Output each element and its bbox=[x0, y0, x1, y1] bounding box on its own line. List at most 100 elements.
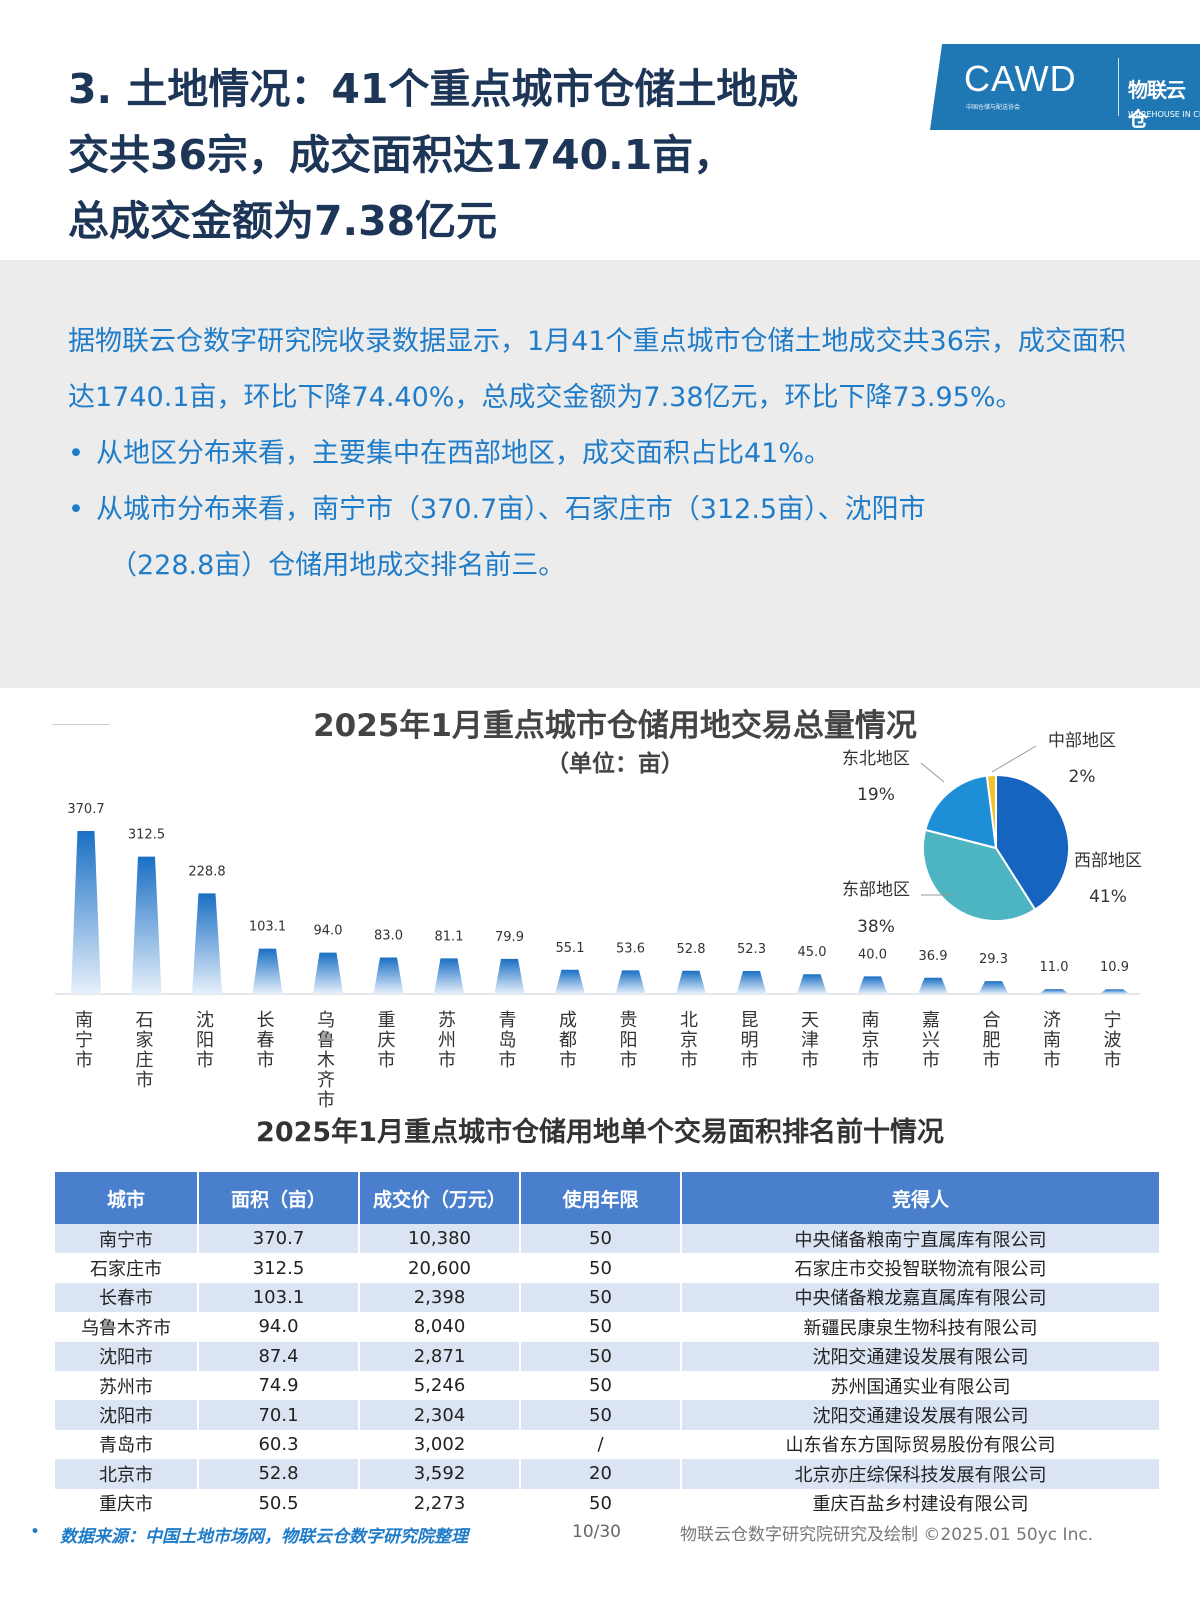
table-row: 苏州市 74.9 5,246 50 苏州国通实业有限公司 bbox=[55, 1370, 1159, 1401]
table-cell: 10,380 bbox=[359, 1224, 521, 1254]
category-label: 庄 bbox=[136, 1050, 154, 1071]
header-winner: 竞得人 bbox=[681, 1172, 1159, 1224]
value-label: 45.0 bbox=[798, 945, 827, 960]
table-row: 南宁市 370.7 10,380 50 中央储备粮南宁直属库有限公司 bbox=[55, 1224, 1159, 1254]
summary-panel bbox=[0, 260, 1200, 688]
value-label: 103.1 bbox=[249, 920, 286, 935]
category-label: 南 bbox=[862, 1010, 880, 1031]
table-cell: 重庆市 bbox=[55, 1488, 199, 1518]
table-row: 重庆市 50.5 2,273 50 重庆百盐乡村建设有限公司 bbox=[55, 1488, 1159, 1518]
category-label: 市 bbox=[196, 1050, 214, 1071]
category-label: 市 bbox=[862, 1050, 880, 1071]
table-cell: 3,592 bbox=[359, 1459, 521, 1489]
category-label: 苏 bbox=[438, 1010, 456, 1031]
pie-percent: 41% bbox=[1089, 887, 1127, 907]
bullet-1-text: 从地区分布来看，主要集中在西部地区，成交面积占比41%。 bbox=[96, 438, 832, 469]
category-label: 宁 bbox=[1104, 1010, 1122, 1031]
table-cell: 70.1 bbox=[198, 1400, 360, 1430]
table-cell: 南宁市 bbox=[55, 1224, 199, 1254]
table-cell: 20 bbox=[520, 1459, 682, 1489]
summary-bullet-1: • 从地区分布来看，主要集中在西部地区，成交面积占比41%。 bbox=[68, 426, 1128, 482]
bullet-dot: • bbox=[68, 494, 84, 525]
category-label: 明 bbox=[741, 1030, 759, 1051]
category-label: 庆 bbox=[378, 1030, 396, 1051]
logo-brand: CAWD bbox=[964, 58, 1077, 99]
value-label: 52.8 bbox=[677, 942, 706, 957]
category-label: 市 bbox=[136, 1070, 154, 1091]
category-label: 肥 bbox=[983, 1030, 1001, 1051]
category-label: 市 bbox=[922, 1050, 940, 1071]
table-cell: 2,871 bbox=[359, 1341, 521, 1371]
table-cell: 312.5 bbox=[198, 1253, 360, 1283]
category-label: 长 bbox=[257, 1010, 275, 1031]
credit-text: 物联云仓数字研究院研究及绘制 ©2025.01 50yc Inc. bbox=[680, 1525, 1094, 1545]
pie-label: 东北地区 bbox=[842, 749, 910, 769]
bar-沈阳市 bbox=[192, 893, 222, 994]
table-cell: 苏州市 bbox=[55, 1370, 199, 1401]
bar-昆明市 bbox=[736, 971, 767, 994]
bar-南京市 bbox=[857, 976, 888, 994]
category-label: 重 bbox=[378, 1010, 396, 1031]
table-cell: 8,040 bbox=[359, 1312, 521, 1342]
category-label: 宁 bbox=[75, 1030, 93, 1051]
category-label: 市 bbox=[620, 1050, 638, 1071]
category-label: 市 bbox=[741, 1050, 759, 1071]
summary-paragraph: 据物联云仓数字研究院收录数据显示，1月41个重点城市仓储土地成交共36宗，成交面… bbox=[68, 326, 1126, 413]
table-cell: 103.1 bbox=[198, 1282, 360, 1313]
decorative-line bbox=[52, 724, 110, 725]
category-label: 阳 bbox=[620, 1030, 638, 1051]
pie-label: 东部地区 bbox=[842, 880, 910, 900]
table-cell: 石家庄市 bbox=[55, 1253, 199, 1283]
pie-label: 中部地区 bbox=[1048, 731, 1116, 751]
category-label: 市 bbox=[378, 1050, 396, 1071]
category-label: 贵 bbox=[620, 1010, 638, 1031]
table-cell: 50 bbox=[520, 1370, 682, 1401]
pie-label: 西部地区 bbox=[1074, 851, 1142, 871]
bar-北京市 bbox=[676, 970, 706, 994]
table-cell: 20,600 bbox=[359, 1253, 521, 1283]
bar-长春市 bbox=[252, 948, 283, 994]
page-title: 3. 土地情况：41个重点城市仓储土地成 交共36宗，成交面积达1740.1亩，… bbox=[68, 56, 888, 254]
data-source: 数据来源：中国土地市场网，物联云仓数字研究院整理 bbox=[60, 1527, 468, 1547]
table-row: 乌鲁木齐市 94.0 8,040 50 新疆民康泉生物科技有限公司 bbox=[55, 1312, 1159, 1342]
table-row: 北京市 52.8 3,592 20 北京亦庄综保科技发展有限公司 bbox=[55, 1459, 1159, 1489]
table-cell: 94.0 bbox=[198, 1312, 360, 1342]
table-cell: 2,304 bbox=[359, 1400, 521, 1430]
table-cell: 沈阳交通建设发展有限公司 bbox=[681, 1400, 1159, 1430]
category-label: 津 bbox=[801, 1030, 819, 1051]
category-label: 沈 bbox=[196, 1010, 214, 1031]
header-price: 成交价（万元） bbox=[359, 1172, 521, 1224]
category-label: 都 bbox=[559, 1030, 577, 1051]
category-label: 春 bbox=[257, 1030, 275, 1051]
category-label: 京 bbox=[680, 1030, 698, 1051]
table-cell: 长春市 bbox=[55, 1282, 199, 1313]
table-cell: 74.9 bbox=[198, 1370, 360, 1401]
category-label: 南 bbox=[75, 1010, 93, 1031]
category-label: 南 bbox=[1043, 1030, 1061, 1051]
category-label: 青 bbox=[499, 1010, 517, 1031]
bullet-2-text: 从城市分布来看，南宁市（370.7亩）、石家庄市（312.5亩）、沈阳市 bbox=[96, 494, 926, 525]
category-label: 天 bbox=[801, 1010, 819, 1031]
table-cell: 沈阳市 bbox=[55, 1341, 199, 1371]
category-label: 齐 bbox=[317, 1070, 335, 1091]
header-city: 城市 bbox=[55, 1172, 199, 1224]
category-label: 鲁 bbox=[317, 1030, 335, 1051]
leader-line bbox=[920, 762, 945, 783]
table-cell: 北京市 bbox=[55, 1459, 199, 1489]
bar-贵阳市 bbox=[615, 970, 646, 994]
category-label: 嘉 bbox=[922, 1010, 940, 1031]
table-cell: 沈阳交通建设发展有限公司 bbox=[681, 1341, 1159, 1371]
table-cell: 50 bbox=[520, 1224, 682, 1254]
header-term: 使用年限 bbox=[520, 1172, 682, 1224]
category-label: 市 bbox=[983, 1050, 1001, 1071]
table-cell: 2,398 bbox=[359, 1282, 521, 1313]
bar-宁波市 bbox=[1099, 989, 1130, 994]
category-label: 市 bbox=[559, 1050, 577, 1071]
table-cell: 50 bbox=[520, 1400, 682, 1430]
table-cell: 50 bbox=[520, 1312, 682, 1342]
category-label: 家 bbox=[136, 1030, 154, 1051]
table-header-row: 城市 面积（亩） 成交价（万元） 使用年限 竞得人 bbox=[55, 1172, 1159, 1224]
bar-天津市 bbox=[797, 974, 827, 994]
table-cell: 50 bbox=[520, 1253, 682, 1283]
pie-percent: 19% bbox=[857, 785, 895, 805]
